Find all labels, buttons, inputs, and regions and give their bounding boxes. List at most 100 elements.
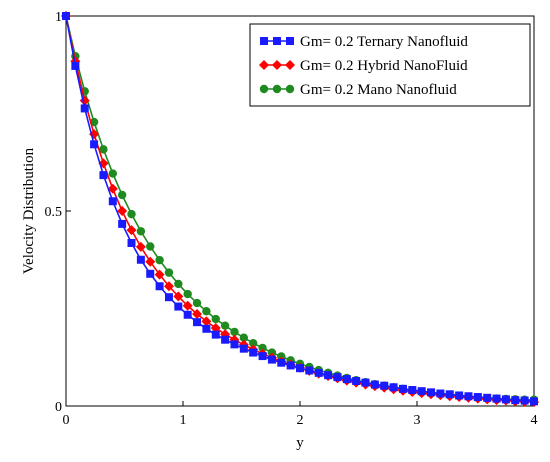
data-point (483, 393, 492, 402)
y-tick-label: 1 (55, 10, 62, 25)
data-point (146, 269, 155, 278)
data-point (239, 333, 249, 342)
data-point (492, 394, 501, 403)
data-point (277, 358, 286, 367)
legend: Gm= 0.2 Ternary Nanofluid Gm= 0.2 Hybrid … (249, 23, 531, 107)
x-tick-label: 4 (531, 413, 538, 428)
data-point (163, 281, 174, 292)
data-point (164, 268, 174, 277)
y-tick-label: 0.5 (45, 205, 63, 220)
data-point (155, 255, 164, 265)
data-point (445, 390, 454, 399)
data-point (192, 308, 203, 319)
data-point (80, 104, 89, 113)
data-point (201, 316, 212, 327)
legend-marker (272, 84, 282, 94)
data-point (183, 289, 192, 299)
data-point (258, 352, 267, 361)
legend-marker (286, 37, 294, 45)
data-point (314, 368, 323, 377)
legend-marker (272, 60, 282, 70)
data-point (155, 282, 164, 291)
series-square (62, 12, 538, 406)
legend-label: Gm= 0.2 Mano Nanofluid (300, 82, 457, 98)
legend-entry: Gm= 0.2 Ternary Nanofluid (260, 34, 468, 50)
data-point (154, 269, 165, 280)
legend-marker (259, 60, 269, 70)
data-point (455, 391, 464, 400)
data-point (127, 238, 136, 247)
y-axis-label: Velocity Distribution (21, 147, 37, 274)
legend-marker (285, 60, 295, 70)
series-group (61, 11, 539, 408)
data-point (211, 314, 220, 324)
data-point (333, 373, 342, 382)
data-point (146, 242, 155, 251)
data-point (183, 310, 192, 319)
data-point (296, 364, 304, 373)
data-point (182, 300, 193, 311)
data-point (136, 227, 146, 236)
data-point (202, 307, 211, 316)
data-point (324, 371, 333, 380)
data-point (286, 361, 295, 370)
data-point (99, 171, 108, 180)
data-point (267, 348, 277, 357)
x-tick-label: 3 (414, 413, 421, 428)
data-point (220, 321, 230, 330)
data-point (193, 318, 202, 327)
data-point (380, 381, 389, 390)
data-point (258, 343, 267, 353)
data-point (108, 197, 117, 206)
data-point (389, 383, 398, 392)
data-point (427, 388, 436, 397)
data-point (90, 140, 99, 149)
data-point (202, 324, 211, 333)
data-point (511, 396, 520, 405)
legend-marker (285, 84, 295, 94)
data-point (71, 61, 80, 70)
data-point (436, 389, 445, 398)
data-point (211, 330, 220, 339)
data-point (127, 209, 136, 219)
data-point (249, 339, 258, 348)
data-point (370, 380, 379, 389)
data-point (164, 293, 173, 302)
data-point (62, 12, 70, 20)
legend-marker (259, 84, 269, 94)
data-point (174, 302, 183, 311)
data-point (249, 348, 258, 357)
data-point (136, 255, 145, 264)
data-point (230, 327, 239, 337)
legend-label: Gm= 0.2 Ternary Nanofluid (300, 34, 468, 50)
data-point (192, 298, 202, 308)
data-point (530, 397, 538, 406)
data-point (145, 256, 156, 267)
data-point (126, 225, 137, 236)
data-point (108, 169, 118, 178)
data-point (99, 145, 108, 154)
x-tick-label: 0 (63, 413, 70, 428)
legend-entry: Gm= 0.2 Mano Nanofluid (259, 82, 457, 98)
data-point (398, 384, 407, 393)
data-point (361, 378, 370, 387)
data-point (305, 366, 314, 375)
data-point (501, 395, 510, 404)
legend-marker (273, 37, 281, 45)
data-point (210, 323, 221, 333)
data-point (520, 396, 529, 405)
x-axis-label: y (296, 435, 304, 451)
data-point (473, 393, 482, 402)
data-point (417, 387, 426, 396)
data-point (464, 392, 473, 401)
legend-entry: Gm= 0.2 Hybrid NanoFluid (259, 58, 468, 74)
data-point (342, 375, 351, 384)
y-tick-label: 0 (55, 400, 62, 415)
data-point (174, 279, 183, 289)
data-point (173, 291, 184, 302)
data-point (230, 340, 239, 349)
legend-box (249, 23, 531, 107)
data-point (117, 190, 127, 200)
x-tick-label: 1 (180, 413, 187, 428)
